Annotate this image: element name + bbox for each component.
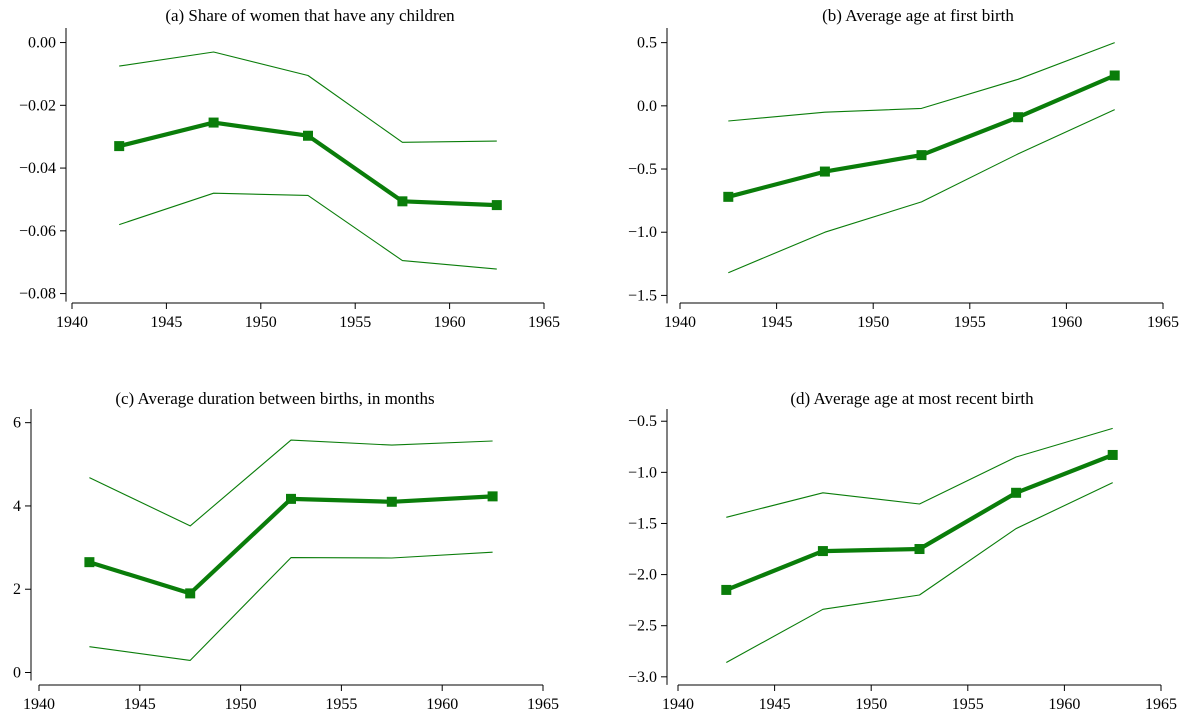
- panel-c-y-tick-label: 2: [13, 581, 21, 598]
- panel-a-estimate-point: [397, 196, 408, 207]
- panel-d-x-tick-label: 1950: [855, 696, 887, 713]
- panel-d-y-tick-label: −2.0: [628, 567, 657, 584]
- panel-b-y-tick-label: −1.5: [628, 287, 657, 304]
- panel-b-x-tick-label: 1940: [664, 314, 696, 331]
- panel-c-title: (c) Average duration between births, in …: [115, 389, 434, 408]
- panel-d-ci-upper-line: [726, 427, 1113, 518]
- panel-c-estimate-line: [88, 494, 493, 596]
- panel-d-estimate-point: [721, 584, 732, 595]
- panel-d-estimate-point: [914, 544, 925, 555]
- panel-b-y-tick-label: −1.0: [628, 224, 657, 241]
- panel-c-y-tick-label: 4: [13, 498, 21, 515]
- panel-b-estimate-point: [916, 150, 927, 161]
- panel-b-y-tick-label: 0.5: [637, 35, 657, 52]
- panel-b-x-tick-label: 1950: [857, 314, 889, 331]
- panel-c-x-tick-label: 1950: [225, 696, 257, 713]
- panel-a-title: (a) Share of women that have any childre…: [165, 6, 455, 25]
- panel-a-x-tick-label: 1960: [434, 314, 466, 331]
- panel-a-x-tick-label: 1950: [245, 314, 277, 331]
- panel-c-estimate-point: [286, 493, 296, 504]
- panel-b-y-tick-label: −0.5: [628, 161, 657, 178]
- panel-c-estimate-point: [386, 496, 397, 507]
- panel-d-ci-lower-line: [726, 482, 1113, 663]
- panel-d-estimate-line: [725, 453, 1114, 592]
- panel-a: (a) Share of women that have any childre…: [19, 6, 560, 331]
- panel-a-ci-lower-line: [119, 192, 497, 270]
- panel-a-x-tick-label: 1955: [339, 314, 371, 331]
- panel-b: (b) Average age at first birth 0.5 0.0 −0.…: [628, 6, 1179, 331]
- panel-b-ci-lower-line: [728, 109, 1115, 274]
- panel-b-y-tick-label: 0.0: [637, 98, 657, 115]
- panel-a-ci-upper-line: [119, 51, 497, 143]
- panel-c-ci-upper-line: [89, 439, 493, 527]
- panel-d-x-tick-label: 1940: [662, 696, 694, 713]
- panel-b-estimate-point: [819, 166, 830, 177]
- panel-a-x-tick-label: 1945: [150, 314, 182, 331]
- panel-d-x-tick-label: 1965: [1145, 696, 1177, 713]
- panel-a-x-tick-label: 1940: [56, 314, 88, 331]
- panel-d-estimate-point: [1011, 487, 1022, 498]
- panel-b-ci-upper-line: [728, 42, 1115, 122]
- panel-d: (d) Average age at most recent birth −0.…: [628, 389, 1177, 713]
- panel-d-y-tick-label: −0.5: [628, 413, 657, 430]
- panel-c-x-tick-label: 1940: [23, 696, 55, 713]
- panel-a-estimate-point: [208, 117, 219, 128]
- panel-b-estimate-point: [1013, 112, 1024, 123]
- panel-b-estimate-point: [723, 191, 734, 202]
- panel-d-y-tick-label: −1.0: [628, 464, 657, 481]
- panel-c-x-tick-label: 1965: [527, 696, 559, 713]
- panel-d-x-tick-label: 1955: [952, 696, 984, 713]
- panel-b-x-tick-label: 1945: [761, 314, 793, 331]
- panel-c-y-tick-label: 6: [13, 415, 21, 432]
- panel-b-x-tick-label: 1960: [1050, 314, 1082, 331]
- panel-c-ci-lower-line: [89, 551, 493, 661]
- panel-b-x-tick-label: 1955: [954, 314, 986, 331]
- panel-d-x-tick-label: 1945: [759, 696, 791, 713]
- panel-a-y-tick-label: −0.02: [19, 97, 56, 114]
- panel-a-x-tick-label: 1965: [528, 314, 560, 331]
- panel-b-estimate-point: [1109, 70, 1120, 81]
- panel-a-estimate-point: [303, 130, 313, 141]
- panel-d-x-tick-label: 1960: [1048, 696, 1080, 713]
- panel-a-estimate-point: [114, 141, 125, 152]
- panel-c: (c) Average duration between births, in …: [13, 389, 559, 713]
- panel-d-title: (d) Average age at most recent birth: [790, 389, 1034, 408]
- panel-c-x-tick-label: 1955: [325, 696, 357, 713]
- panel-c-y-tick-label: 0: [13, 665, 21, 682]
- panel-c-estimate-point: [185, 588, 196, 599]
- panel-a-y-tick-label: −0.08: [19, 286, 56, 303]
- panel-b-title: (b) Average age at first birth: [822, 6, 1014, 25]
- panel-c-estimate-point: [487, 491, 498, 502]
- panel-c-x-tick-label: 1960: [426, 696, 458, 713]
- panel-c-estimate-point: [84, 557, 95, 568]
- panel-d-y-tick-label: −3.0: [628, 669, 657, 686]
- panel-d-estimate-point: [1107, 449, 1118, 460]
- panel-a-estimate-point: [491, 200, 502, 211]
- panel-d-estimate-point: [817, 546, 828, 557]
- panel-a-y-tick-label: −0.06: [19, 223, 56, 240]
- panel-d-y-tick-label: −2.5: [628, 618, 657, 635]
- panel-d-y-tick-label: −1.5: [628, 515, 657, 532]
- panel-b-x-tick-label: 1965: [1147, 314, 1179, 331]
- panel-c-x-tick-label: 1945: [124, 696, 156, 713]
- panel-a-y-tick-label: 0.00: [28, 35, 56, 52]
- panel-a-y-tick-label: −0.04: [19, 160, 56, 177]
